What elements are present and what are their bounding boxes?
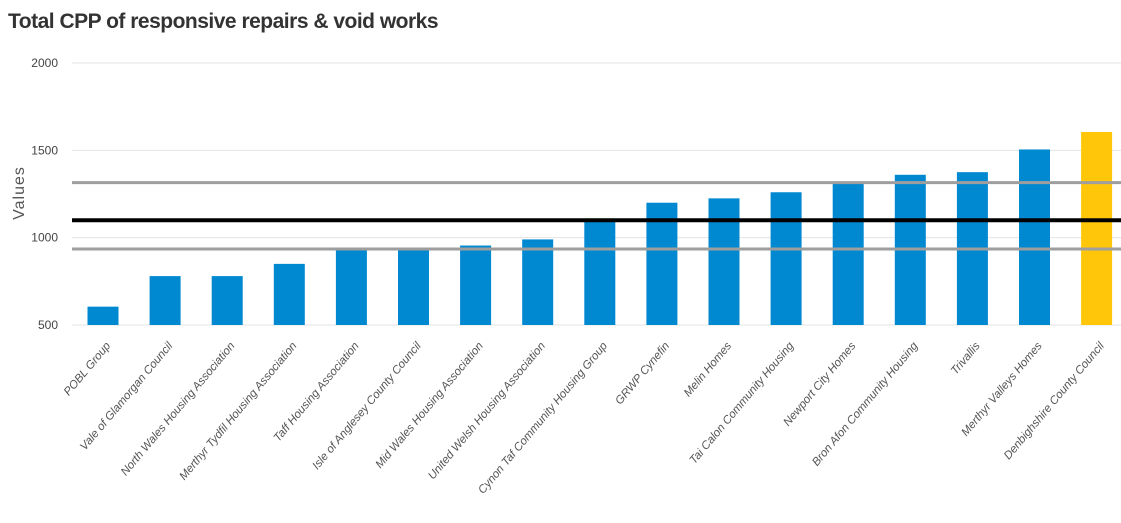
- bar: [398, 249, 429, 325]
- y-tick-label: 2000: [31, 56, 58, 70]
- y-tick-label: 500: [38, 318, 58, 332]
- bar: [522, 239, 554, 325]
- x-category-label: Bron Afon Community Housing: [810, 340, 921, 469]
- x-category-label: North Wales Housing Association: [119, 340, 237, 478]
- bar-highlighted: [1081, 131, 1113, 325]
- bar: [211, 276, 243, 325]
- y-axis-ticks: 500 1000 1500 2000: [31, 56, 58, 332]
- bar: [460, 245, 492, 325]
- bar: [273, 263, 305, 325]
- x-category-label: Cynon Taf Community Housing Group: [476, 340, 610, 497]
- x-category-label: GRWP Cynefin: [613, 340, 672, 407]
- x-category-label: Merthyr Tydfil Housing Association: [177, 340, 299, 482]
- bar: [149, 276, 181, 325]
- x-category-label: Melin Homes: [682, 340, 734, 399]
- bar: [832, 181, 864, 325]
- x-category-label: United Welsh Housing Association: [426, 340, 548, 482]
- x-category-label: Trivallis: [949, 340, 983, 377]
- chart-title: Total CPP of responsive repairs & void w…: [8, 10, 439, 33]
- reference-lines: [72, 181, 1121, 251]
- bar: [646, 202, 678, 325]
- bar: [87, 306, 119, 325]
- y-tick-label: 1500: [31, 143, 58, 157]
- bars: [87, 131, 1113, 325]
- x-category-label: Denbighshire County Council: [1002, 340, 1107, 462]
- x-category-label: Isle of Anglesey County Council: [311, 340, 425, 472]
- y-axis-title: Values: [11, 166, 28, 220]
- x-category-label: POBL Group: [62, 340, 114, 398]
- bar: [584, 218, 616, 325]
- x-category-label: Mid Wales Housing Association: [374, 340, 486, 471]
- y-tick-label: 1000: [31, 231, 58, 245]
- x-category-label: Tai Calon Community Housing: [688, 340, 797, 467]
- bar: [770, 192, 802, 325]
- bar: [1019, 149, 1050, 325]
- bar: [708, 198, 740, 325]
- bar: [335, 248, 367, 325]
